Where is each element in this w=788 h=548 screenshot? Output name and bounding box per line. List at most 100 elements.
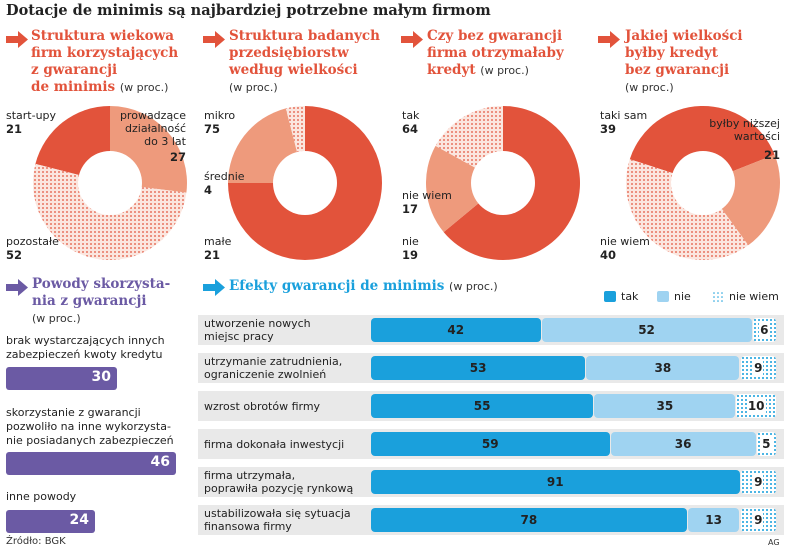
- bar-nie: 35: [594, 394, 736, 418]
- reason-2-value: 46: [150, 454, 170, 470]
- arrow-right-icon: [6, 31, 28, 48]
- label-taki-sam: taki sam: [600, 109, 648, 122]
- bar-nie-value: 52: [638, 323, 655, 337]
- reason-3-value: 24: [69, 512, 89, 528]
- label-do-3-lat: prowadzące działalność do 3 lat: [119, 109, 186, 148]
- value-male: 21: [204, 248, 221, 262]
- bar-nie-wiem-value: 9: [753, 361, 764, 375]
- bar-tak-value: 55: [473, 399, 491, 413]
- value-startupy: 21: [6, 122, 23, 136]
- value-mikro: 75: [204, 122, 221, 136]
- bar-nie: 36: [610, 432, 756, 456]
- bar-tak: 78: [371, 508, 687, 532]
- value-nizszej: 21: [763, 148, 780, 162]
- donut-hole: [471, 151, 535, 215]
- arrow-right-icon: [203, 279, 225, 296]
- value-nie-wiem-4: 40: [600, 248, 617, 262]
- page-title: Dotacje de minimis są najbardziej potrze…: [6, 2, 491, 19]
- reason-1-text: brak wystarczających innych zabezpieczeń…: [6, 334, 165, 361]
- bar-tak-value: 53: [469, 361, 487, 375]
- bar-nie-value: 38: [654, 361, 672, 375]
- donut-hole: [671, 151, 735, 215]
- reason-1-bar: 30: [6, 367, 117, 390]
- bar-tak-value: 59: [481, 437, 499, 451]
- effect-label: utrzymanie zatrudnienia, ograniczenie zwo…: [204, 355, 343, 381]
- bar-nie: 13: [687, 508, 740, 532]
- effect-label: firma utrzymała, poprawiła pozycję rynkow…: [204, 469, 354, 495]
- bar-nie-wiem-value: 10: [746, 399, 766, 413]
- bar-tak-value: 78: [520, 513, 538, 527]
- panel4-title: Jakiej wielkości byłby kredyt bez gwaran…: [625, 28, 743, 94]
- legend-swatch-nie-wiem: [712, 291, 724, 302]
- label-nie-wiem: nie wiem: [402, 189, 452, 202]
- value-nie-wiem: 17: [402, 202, 419, 216]
- panel2-title: Struktura badanych przedsiębiorstw wedłu…: [229, 28, 380, 94]
- bar-tak: 91: [371, 470, 740, 494]
- arrow-right-icon: [6, 279, 28, 296]
- label-male: małe: [204, 235, 232, 248]
- bar-nie-wiem-value: 5: [761, 437, 772, 451]
- bar-nie-value: 13: [705, 513, 722, 527]
- reason-2-text: skorzystanie z gwarancji pozwoliło na in…: [6, 406, 174, 447]
- bar-nie-value: 36: [674, 437, 692, 451]
- effect-label: firma dokonała inwestycji: [204, 438, 345, 451]
- effect-label: wzrost obrotów firmy: [204, 400, 321, 413]
- bar-nie-value: 35: [656, 399, 674, 413]
- bar-nie-wiem: 9: [740, 470, 776, 494]
- label-pozostale: pozostałe: [6, 235, 59, 248]
- value-srednie: 4: [204, 183, 213, 197]
- effect-label: utworzenie nowych miejsc pracy: [204, 317, 311, 343]
- arrow-right-icon: [203, 31, 225, 48]
- panel3-title: Czy bez gwarancji firma otrzymałaby kred…: [427, 28, 564, 78]
- label-nie: nie: [402, 235, 419, 248]
- reasons-title: Powody skorzysta- nia z gwarancji (w pro…: [32, 276, 171, 325]
- bar-tak-value: 91: [546, 475, 564, 489]
- label-srednie: średnie: [204, 170, 245, 183]
- label-startupy: start-upy: [6, 109, 57, 122]
- bar-tak: 59: [371, 432, 610, 456]
- reason-2-bar: 46: [6, 452, 176, 475]
- label-nie-wiem-4: nie wiem: [600, 235, 650, 248]
- label-tak: tak: [402, 109, 420, 122]
- donut-chart-age: [33, 106, 187, 260]
- donut-hole: [273, 151, 337, 215]
- arrow-right-icon: [401, 31, 423, 48]
- bar-tak-value: 42: [447, 323, 465, 337]
- bar-tak: 42: [371, 318, 541, 342]
- arrow-right-icon: [598, 31, 620, 48]
- legend-swatch-nie: [657, 291, 669, 302]
- value-tak: 64: [402, 122, 419, 136]
- value-do-3-lat: 27: [169, 150, 186, 164]
- donut-chart-size: [228, 106, 382, 260]
- bar-nie: 38: [586, 356, 740, 380]
- bar-nie-wiem: 6: [752, 318, 776, 342]
- bar-nie-wiem: 10: [736, 394, 776, 418]
- bar-nie-wiem-value: 9: [753, 513, 764, 527]
- bar-nie-wiem: 9: [740, 356, 776, 380]
- legend-swatch-tak: [604, 291, 616, 302]
- legend-tak: tak: [621, 290, 639, 303]
- value-nie: 19: [402, 248, 419, 262]
- value-taki-sam: 39: [600, 122, 617, 136]
- bar-nie: 52: [541, 318, 752, 342]
- value-pozostale: 52: [6, 248, 23, 262]
- legend-nie-wiem: nie wiem: [729, 290, 779, 303]
- label-mikro: mikro: [204, 109, 236, 122]
- effect-label: ustabilizowała się sytuacja finansowa fir…: [204, 507, 351, 533]
- panel1-title: Struktura wiekowa firm korzystających z …: [31, 28, 179, 95]
- reason-3-text: inne powody: [6, 490, 77, 503]
- source-note: Źródło: BGK: [6, 536, 66, 547]
- bar-nie-wiem: 5: [756, 432, 776, 456]
- effects-title: Efekty gwarancji de minimis (w proc.): [229, 278, 498, 294]
- bar-tak: 53: [371, 356, 586, 380]
- bar-nie-wiem: 9: [740, 508, 776, 532]
- legend-nie: nie: [674, 290, 691, 303]
- slice-nie: [426, 145, 503, 233]
- bar-nie-wiem-value: 6: [759, 323, 770, 337]
- credit: AG: [768, 538, 780, 547]
- slice-taki-sam: [629, 106, 775, 183]
- donut-chart-credit: [426, 106, 580, 260]
- label-nizszej: byłby niższej wartości: [709, 117, 780, 143]
- bar-nie-wiem-value: 9: [753, 475, 764, 489]
- donut-hole: [78, 151, 142, 215]
